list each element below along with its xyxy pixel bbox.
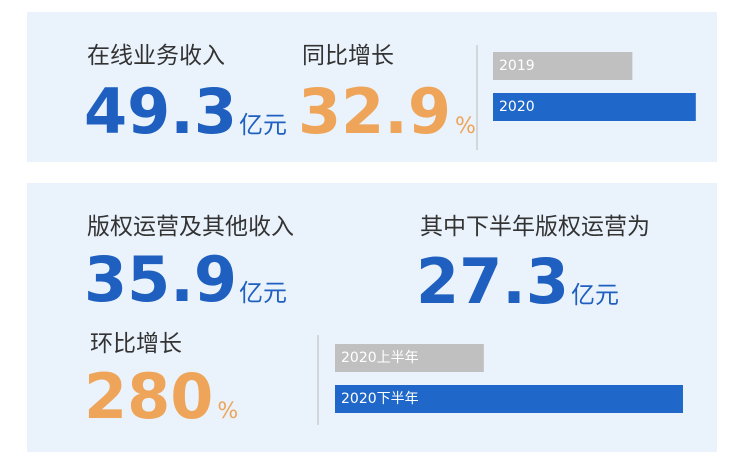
metric-unit: 亿元	[571, 281, 619, 309]
metric-value: 280	[84, 360, 213, 433]
bar-label: 2020上半年	[341, 350, 419, 366]
metric-unit: %	[217, 399, 238, 424]
metric-value: 27.3	[416, 245, 569, 318]
bar-label: 2020	[499, 99, 535, 115]
metric: 280%	[84, 360, 238, 433]
bar	[335, 385, 683, 413]
metric: 49.3亿元	[84, 75, 287, 148]
metric-unit: 亿元	[239, 111, 287, 139]
bar	[493, 52, 633, 80]
metric-value: 35.9	[84, 243, 237, 316]
metric-label: 环比增长	[90, 331, 182, 357]
metric: 27.3亿元	[416, 245, 619, 318]
metric: 35.9亿元	[84, 243, 287, 316]
panel	[27, 12, 717, 162]
metric-label: 在线业务收入	[87, 43, 225, 69]
metric: 32.9%	[298, 75, 476, 148]
bar-label: 2019	[499, 58, 535, 74]
metric-unit: 亿元	[239, 279, 287, 307]
metric-unit: %	[455, 114, 476, 139]
bar-label: 2020下半年	[341, 391, 419, 407]
metric-label: 同比增长	[302, 43, 394, 69]
metric-label: 版权运营及其他收入	[87, 214, 294, 240]
bar	[335, 344, 484, 372]
metric-label: 其中下半年版权运营为	[420, 214, 650, 240]
metric-value: 49.3	[84, 75, 237, 148]
bar	[493, 93, 696, 121]
metric-value: 32.9	[298, 75, 451, 148]
